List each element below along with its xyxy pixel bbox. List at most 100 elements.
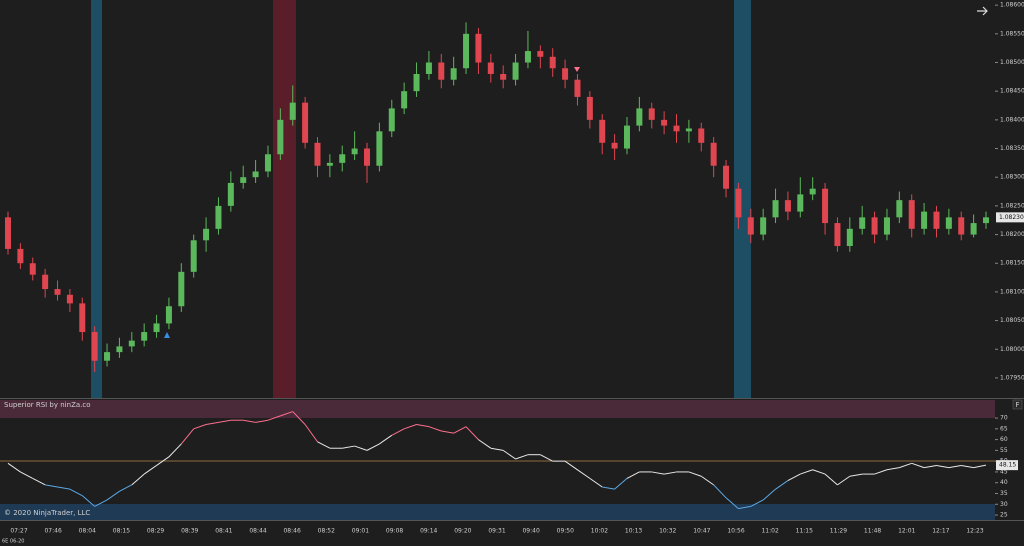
rsi-segment xyxy=(762,488,776,501)
current-value-box xyxy=(996,460,1018,471)
y-tick-label: 1.08100 xyxy=(1000,288,1024,295)
candle-body xyxy=(351,148,358,155)
signal-band xyxy=(91,0,102,398)
rsi-segment xyxy=(428,426,442,432)
candle-body xyxy=(921,211,928,229)
candle-body xyxy=(524,51,531,63)
oversold-zone xyxy=(0,504,995,520)
candle-body xyxy=(91,332,98,361)
y-tick-label: 1.07950 xyxy=(1000,374,1024,381)
candle-body xyxy=(116,346,123,353)
candle-body xyxy=(66,294,73,304)
candle-body xyxy=(79,303,86,333)
candle-body xyxy=(673,125,680,132)
rsi-segment xyxy=(391,428,405,436)
x-tick-label: 07:46 xyxy=(44,528,61,535)
x-tick-label: 10:13 xyxy=(625,528,642,535)
candle-body xyxy=(463,33,470,69)
indicator-title: Superior RSI by ninZa.co xyxy=(4,401,91,409)
x-tick-label: 10:32 xyxy=(659,528,676,535)
y-tick-label: 1.08050 xyxy=(1000,317,1024,324)
x-tick-label: 09:20 xyxy=(454,528,471,535)
candle-body xyxy=(141,332,148,341)
rsi-segment xyxy=(416,424,429,428)
candle-body xyxy=(933,211,940,229)
overbought-zone xyxy=(0,400,995,418)
y-tick-label: 1.08000 xyxy=(1000,346,1024,353)
x-tick-label: 10:47 xyxy=(693,528,710,535)
candle-body xyxy=(413,73,420,92)
y-tick-label: 45 xyxy=(1000,468,1008,475)
rsi-segment xyxy=(292,411,306,425)
panel-button[interactable] xyxy=(1012,399,1023,410)
candle-body xyxy=(834,223,841,247)
candle-body xyxy=(277,119,284,155)
rsi-segment xyxy=(119,484,133,492)
rsi-segment xyxy=(379,434,393,445)
candle-body xyxy=(623,125,630,149)
candle-body xyxy=(698,128,705,143)
rsi-segment xyxy=(478,439,492,449)
panel-button-label[interactable]: F xyxy=(1015,401,1019,409)
rsi-segment xyxy=(837,475,851,486)
candle-body xyxy=(586,96,593,120)
rsi-segment xyxy=(589,477,603,488)
candle-body xyxy=(252,171,259,178)
candle-body xyxy=(339,154,346,163)
x-tick-label: 12:23 xyxy=(966,528,983,535)
rsi-segment xyxy=(465,426,479,440)
candle-body xyxy=(611,142,618,149)
rsi-segment xyxy=(626,471,640,479)
rsi-segment xyxy=(168,443,182,458)
signal-band xyxy=(734,0,751,398)
x-tick-label: 09:14 xyxy=(420,528,437,535)
rsi-segment xyxy=(255,419,269,423)
rsi-segment xyxy=(787,473,801,481)
candle-body xyxy=(215,205,222,229)
rsi-segment xyxy=(713,484,727,499)
rsi-segment xyxy=(441,430,454,434)
x-tick-label: 09:50 xyxy=(557,528,574,535)
rsi-segment xyxy=(651,471,665,475)
x-tick-label: 12:01 xyxy=(898,528,915,535)
candle-body xyxy=(574,79,581,97)
candle-body xyxy=(227,182,234,206)
current-price: 1.08230 xyxy=(999,214,1024,221)
candle-body xyxy=(190,240,197,272)
y-tick-label: 1.08600 xyxy=(1000,2,1024,9)
candle-body xyxy=(549,56,556,69)
candle-body xyxy=(871,217,878,235)
candle-body xyxy=(636,108,643,126)
signal-arrow xyxy=(574,67,580,72)
rsi-segment xyxy=(45,484,58,488)
candle-body xyxy=(376,131,383,166)
x-tick-label: 10:56 xyxy=(727,528,744,535)
rsi-segment xyxy=(205,421,219,426)
current-price-box xyxy=(996,212,1024,223)
candle-body xyxy=(846,228,853,247)
x-tick-label: 11:29 xyxy=(830,528,847,535)
rsi-segment xyxy=(193,424,207,430)
rsi-segment xyxy=(700,475,714,486)
candle-body xyxy=(760,217,767,235)
plot: 1.08600 1.08550 1.08500 1.08450 1.08400 1.083… xyxy=(5,2,1024,535)
scroll-arrow[interactable] xyxy=(977,6,988,16)
candle-body xyxy=(364,148,371,166)
rsi-segment xyxy=(81,495,95,507)
candle-body xyxy=(203,228,210,241)
rsi-segment xyxy=(725,497,739,509)
y-tick-label: 60 xyxy=(1000,436,1008,443)
rsi-segment xyxy=(156,456,170,466)
candle-body xyxy=(17,248,24,264)
candle-body xyxy=(425,62,432,74)
candle-body xyxy=(983,217,989,224)
candle-body xyxy=(240,177,247,183)
x-tick-label: 10:02 xyxy=(591,528,608,535)
rsi-segment xyxy=(899,462,912,469)
y-tick-label: 35 xyxy=(1000,490,1008,497)
rsi-segment xyxy=(57,486,70,490)
candle-body xyxy=(165,306,172,324)
